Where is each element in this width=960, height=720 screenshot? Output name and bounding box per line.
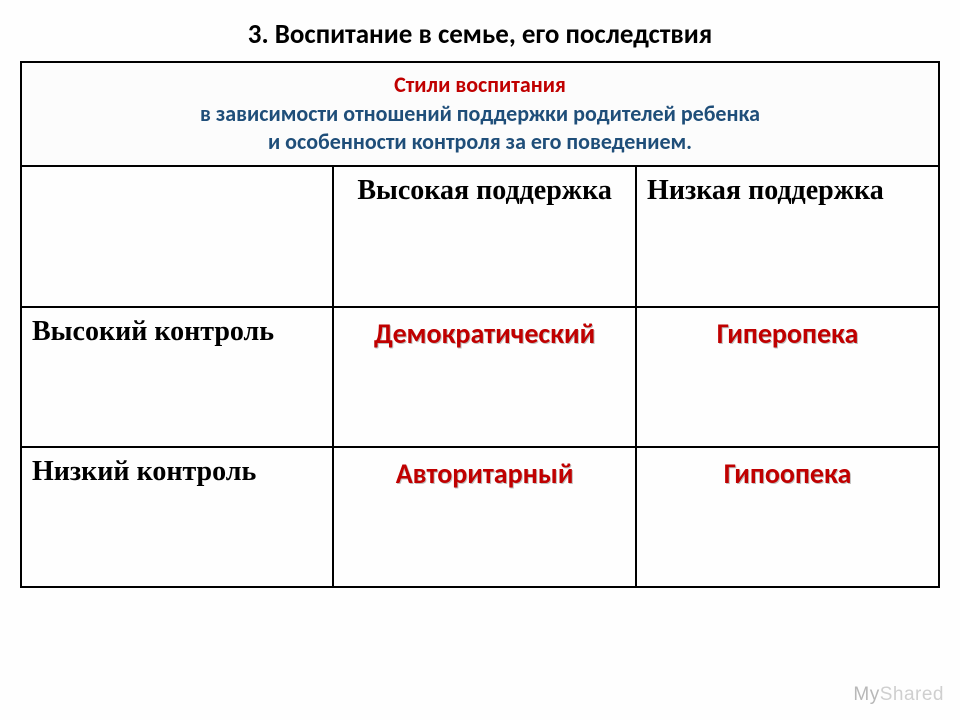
cell-democratic: Демократический [333,307,636,447]
watermark: MyShared [853,684,944,706]
watermark-prefix: My [853,684,879,705]
cell-authoritarian: Авторитарный [333,447,636,587]
table-header-row: Высокая поддержка Низкая поддержка [21,167,939,307]
cell-hypoopeka: Гипоопека [636,447,939,587]
subtitle-line-2: в зависимости отношений поддержки родите… [32,100,928,129]
subtitle-box: Стили воспитания в зависимости отношений… [20,61,940,167]
page-title: 3. Воспитание в семье, его последствия [0,0,960,61]
cell-hyperopeka: Гиперопека [636,307,939,447]
table-corner-cell [21,167,333,307]
table-row: Высокий контроль Демократический Гипероп… [21,307,939,447]
col-header-low-support: Низкая поддержка [636,167,939,307]
table-row: Низкий контроль Авторитарный Гипоопека [21,447,939,587]
row-label-high-control: Высокий контроль [21,307,333,447]
styles-table: Высокая поддержка Низкая поддержка Высок… [20,167,940,588]
col-header-high-support: Высокая поддержка [333,167,636,307]
subtitle-line-3: и особенности контроля за его поведением… [32,128,928,157]
watermark-rest: Shared [880,684,944,705]
subtitle-line-1: Стили воспитания [32,71,928,100]
row-label-low-control: Низкий контроль [21,447,333,587]
